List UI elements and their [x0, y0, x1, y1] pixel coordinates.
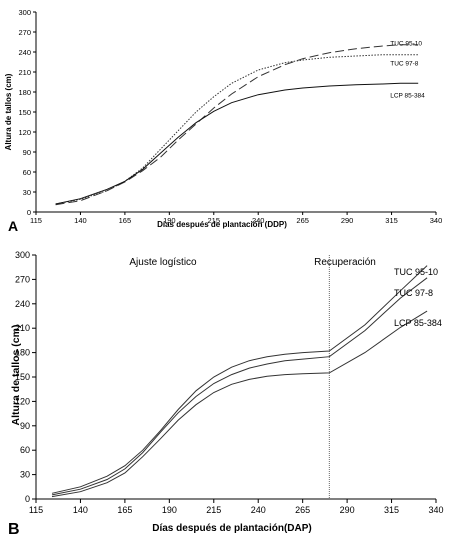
- y-tick-label: 270: [18, 28, 31, 37]
- y-tick-label: 150: [18, 108, 31, 117]
- series-label-tuc-95-10: TUC 95-10: [394, 267, 438, 277]
- series-line-lcp-85-384: [55, 82, 419, 205]
- series-label-tuc-97-8: TUC 97-8: [394, 288, 433, 298]
- annotation-left-region: Ajuste logístico: [129, 257, 197, 268]
- y-tick-label: 120: [18, 128, 31, 137]
- y-tick-label: 30: [20, 470, 30, 480]
- x-tick-label: 240: [252, 216, 265, 225]
- panel-a-ylabel: Altura de tallos (cm): [4, 73, 13, 150]
- panel-b-label: B: [8, 521, 20, 538]
- series-line-tuc-97-8: [55, 54, 419, 205]
- x-tick-label: 290: [341, 216, 354, 225]
- x-tick-label: 340: [428, 505, 443, 515]
- panel-b-ylabel: Altura de tallos (cm): [10, 325, 22, 426]
- y-tick-label: 240: [18, 48, 31, 57]
- y-tick-label: 0: [25, 494, 30, 504]
- x-tick-label: 315: [384, 505, 399, 515]
- series-label-lcp-85-384: LCP 85-384: [394, 318, 442, 328]
- x-tick-label: 165: [117, 505, 132, 515]
- x-tick-label: 115: [30, 216, 42, 225]
- y-tick-label: 240: [15, 299, 30, 309]
- x-tick-label: 265: [296, 216, 309, 225]
- series-line-tuc-95-10: [55, 44, 419, 206]
- y-tick-label: 180: [18, 88, 31, 97]
- panel-b-xlabel: Días después de plantación(DAP): [152, 523, 311, 534]
- x-tick-label: 215: [206, 505, 221, 515]
- x-tick-label: 115: [29, 505, 43, 515]
- x-tick-label: 340: [430, 216, 443, 225]
- y-tick-label: 300: [18, 8, 31, 17]
- y-tick-label: 90: [23, 148, 31, 157]
- x-tick-label: 290: [340, 505, 355, 515]
- y-tick-label: 210: [15, 323, 30, 333]
- x-tick-label: 265: [295, 505, 310, 515]
- chart-panel-a: Altura de tallos (cm) Días después de pl…: [4, 8, 442, 234]
- x-tick-label: 140: [73, 505, 88, 515]
- y-tick-label: 270: [15, 274, 30, 284]
- annotation-right-region: Recuperación: [314, 257, 376, 268]
- series-line-tuc-95-10: [51, 265, 428, 494]
- series-line-lcp-85-384: [51, 310, 428, 498]
- y-tick-label: 180: [15, 348, 30, 358]
- y-tick-label: 300: [15, 250, 30, 260]
- panel-a-xlabel: Días después de plantación (DDP): [157, 220, 287, 229]
- y-tick-label: 120: [15, 396, 30, 406]
- x-tick-label: 165: [119, 216, 132, 225]
- y-tick-label: 30: [23, 188, 31, 197]
- series-line-tuc-97-8: [51, 277, 428, 496]
- y-tick-label: 60: [20, 445, 30, 455]
- y-tick-label: 0: [27, 208, 31, 217]
- series-label-tuc-97-8: TUC 97-8: [390, 61, 419, 68]
- x-tick-label: 215: [208, 216, 221, 225]
- x-tick-label: 240: [251, 505, 266, 515]
- y-tick-label: 60: [23, 168, 31, 177]
- x-tick-label: 190: [163, 216, 176, 225]
- chart-panel-b: Altura de tallos (cm) Días después de pl…: [8, 250, 444, 538]
- y-tick-label: 210: [18, 68, 31, 77]
- y-tick-label: 150: [15, 372, 30, 382]
- series-label-lcp-85-384: LCP 85-384: [390, 92, 425, 99]
- x-tick-label: 140: [74, 216, 87, 225]
- series-label-tuc-95-10: TUC 95-10: [390, 41, 422, 48]
- x-tick-label: 315: [385, 216, 398, 225]
- y-tick-label: 90: [20, 421, 30, 431]
- panel-a-label: A: [8, 218, 18, 234]
- x-tick-label: 190: [162, 505, 177, 515]
